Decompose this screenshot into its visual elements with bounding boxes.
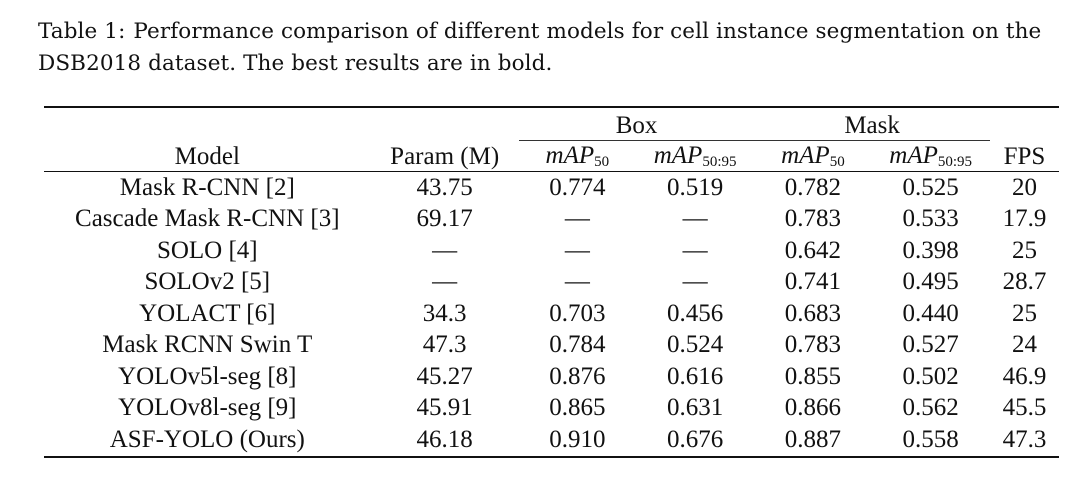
cell-param: 45.91 (416, 394, 473, 422)
group-header-box: Box (518, 106, 755, 141)
column-header-param: Param (M) (370, 140, 519, 172)
cell-model: Mask RCNN Swin T (102, 331, 313, 359)
cell-box-map5095: 0.676 (635, 424, 755, 458)
cell-param: 34.3 (422, 299, 467, 327)
cell-mask-map5095: 0.533 (902, 205, 959, 233)
column-header-box-map50: mAP50 (518, 140, 636, 172)
cell-box-map5095: 0.631 (666, 394, 724, 422)
cell-box-map5095: 0.524 (666, 331, 724, 359)
cell-fps: 25 (1011, 299, 1037, 327)
cell-box-map5095: 0.456 (666, 299, 724, 327)
cell-fps: 46.9 (1002, 362, 1047, 390)
column-header-row: Model Param (M) mAP50 mAP50:95 mAP50 mAP… (44, 140, 1059, 172)
cell-param: 45.27 (416, 362, 473, 390)
cell-mask-map5095: 0.558 (871, 424, 990, 458)
cell-mask-map5095: 0.525 (902, 173, 959, 201)
cell-param: 43.75 (416, 173, 473, 201)
cell-fps: 24 (1011, 331, 1037, 359)
cell-box-map50: 0.865 (549, 394, 606, 422)
cell-mask-map5095: 0.527 (902, 331, 959, 359)
cell-box-map5095: — (682, 268, 708, 296)
group-header-row: Box Mask (44, 106, 1059, 141)
group-header-blank (44, 106, 371, 141)
cell-mask-map5095: 0.502 (902, 362, 959, 390)
cell-model: Mask R-CNN [2] (119, 173, 295, 201)
metric-base: mAP (781, 142, 830, 169)
group-header-blank (370, 106, 519, 141)
table-row: Cascade Mask R-CNN [3] 69.17 — — 0.783 0… (44, 204, 1059, 236)
cell-fps: 28.7 (1002, 268, 1047, 296)
metric-base: mAP (653, 142, 703, 169)
caption-text: Performance comparison of different mode… (38, 19, 1042, 76)
cell-box-map5095: — (682, 236, 708, 264)
cell-fps: 17.9 (1002, 205, 1047, 233)
metric-subscript: 50 (594, 154, 610, 170)
cell-param: — (432, 268, 458, 296)
column-header-model: Model (44, 140, 371, 172)
table-row: YOLOv8l-seg [9] 45.91 0.865 0.631 0.866 … (44, 393, 1059, 425)
cell-mask-map5095: 0.562 (902, 394, 959, 422)
table-row: Mask R-CNN [2] 43.75 0.774 0.519 0.782 0… (44, 172, 1059, 204)
cell-mask-map5095: 0.495 (902, 268, 959, 296)
cell-box-map50: — (564, 268, 590, 296)
table-body: Mask R-CNN [2] 43.75 0.774 0.519 0.782 0… (44, 172, 1059, 458)
cell-box-map50: 0.876 (549, 362, 606, 390)
cell-fps: 25 (1011, 236, 1037, 264)
table-row: SOLOv2 [5] — — — 0.741 0.495 28.7 (44, 267, 1059, 299)
metric-subscript: 50:95 (702, 154, 737, 170)
cell-box-map50: — (564, 236, 590, 264)
cell-box-map5095: 0.616 (666, 362, 724, 390)
caption-label: Table 1: (38, 19, 126, 44)
cell-mask-map50: 0.783 (784, 331, 842, 359)
column-header-mask-map5095: mAP50:95 (871, 140, 990, 172)
group-header-blank (989, 106, 1059, 141)
cell-box-map50: 0.910 (518, 424, 636, 458)
cell-model: YOLOv8l-seg [9] (118, 394, 297, 422)
cell-mask-map50: 0.887 (754, 424, 872, 458)
cell-box-map5095: 0.519 (666, 173, 724, 201)
results-table: Box Mask Model Param (M) mAP50 mAP50:95 … (44, 106, 1059, 458)
cell-fps: 20 (1011, 173, 1037, 201)
table-row: SOLO [4] — — — 0.642 0.398 25 (44, 235, 1059, 267)
cell-mask-map5095: 0.398 (902, 236, 959, 264)
cell-param: 47.3 (422, 331, 467, 359)
metric-base: mAP (889, 142, 938, 169)
cell-box-map50: 0.774 (549, 173, 606, 201)
metric-subscript: 50:95 (937, 154, 973, 170)
cell-param: 69.17 (416, 205, 473, 233)
cell-model: ASF-YOLO (Ours) (44, 424, 371, 458)
table-caption: Table 1: Performance comparison of differ… (38, 16, 1048, 80)
cell-mask-map5095: 0.440 (902, 299, 959, 327)
table-row: Mask RCNN Swin T 47.3 0.784 0.524 0.783 … (44, 330, 1059, 362)
cell-model: SOLO [4] (156, 236, 258, 264)
column-header-fps: FPS (989, 140, 1059, 172)
cell-box-map50: 0.784 (549, 331, 606, 359)
cell-mask-map50: 0.741 (784, 268, 842, 296)
metric-subscript: 50 (829, 154, 845, 170)
table-row: YOLACT [6] 34.3 0.703 0.456 0.683 0.440 … (44, 298, 1059, 330)
cell-model: SOLOv2 [5] (144, 268, 271, 296)
cell-mask-map50: 0.782 (784, 173, 842, 201)
cell-model: YOLACT [6] (139, 299, 276, 327)
column-header-box-map5095: mAP50:95 (635, 140, 755, 172)
group-header-mask: Mask (754, 106, 990, 141)
cell-box-map50: 0.703 (549, 299, 606, 327)
cell-box-map5095: — (682, 205, 708, 233)
cell-mask-map50: 0.855 (784, 362, 842, 390)
cell-fps: 45.5 (1002, 394, 1047, 422)
cell-mask-map50: 0.683 (784, 299, 842, 327)
metric-base: mAP (545, 142, 595, 169)
column-header-mask-map50: mAP50 (754, 140, 872, 172)
cell-mask-map50: 0.866 (784, 394, 842, 422)
cell-param: 46.18 (370, 424, 519, 458)
table-row: YOLOv5l-seg [8] 45.27 0.876 0.616 0.855 … (44, 361, 1059, 393)
cell-mask-map50: 0.783 (784, 205, 842, 233)
cell-model: YOLOv5l-seg [8] (118, 362, 297, 390)
cell-box-map50: — (564, 205, 590, 233)
cell-fps: 47.3 (989, 424, 1059, 458)
table-row: ASF-YOLO (Ours) 46.18 0.910 0.676 0.887 … (44, 424, 1059, 458)
cell-mask-map50: 0.642 (784, 236, 842, 264)
cell-param: — (432, 236, 458, 264)
cell-model: Cascade Mask R-CNN [3] (75, 205, 340, 233)
